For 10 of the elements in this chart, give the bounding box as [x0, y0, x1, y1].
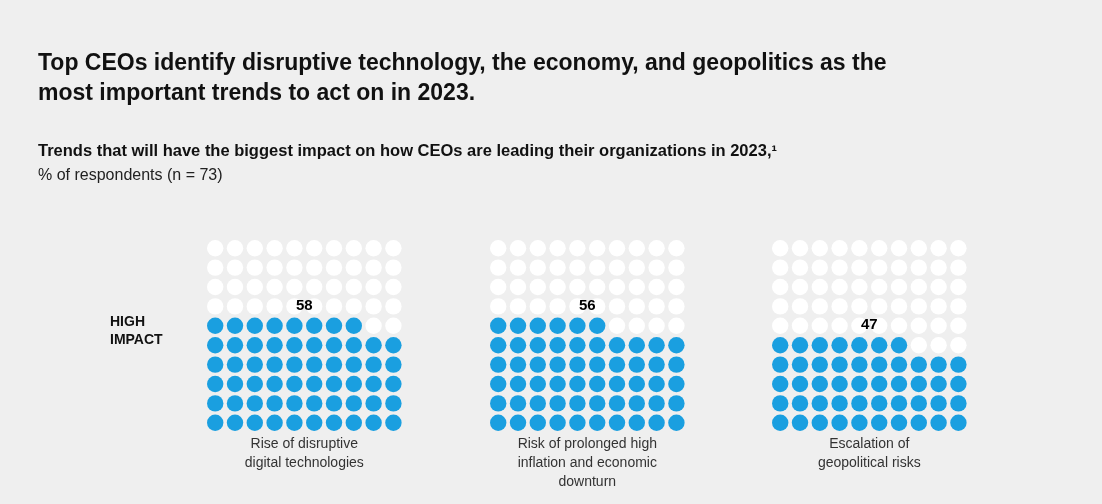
category-label: Risk of prolonged high inflation and economic downturn [517, 435, 657, 489]
text: Top CEOs identify disruptive technology, the economy, and geopolitics as the most important trends to act on in 2023. [38, 49, 887, 105]
category-label: Rise of disruptive digital technologies [244, 435, 364, 470]
text: Trends that will have the biggest impact on how CEOs are leading their organizations in 2023,¹ [38, 141, 777, 159]
category-label: Escalation of geopolitical risks [817, 435, 921, 470]
data-label: 47 [860, 315, 878, 332]
text: % of respondents (n = 73) [38, 166, 223, 183]
data-label: 56 [578, 295, 596, 313]
data-label: 58 [295, 295, 313, 313]
text: HIGH IMPACT [110, 313, 164, 347]
